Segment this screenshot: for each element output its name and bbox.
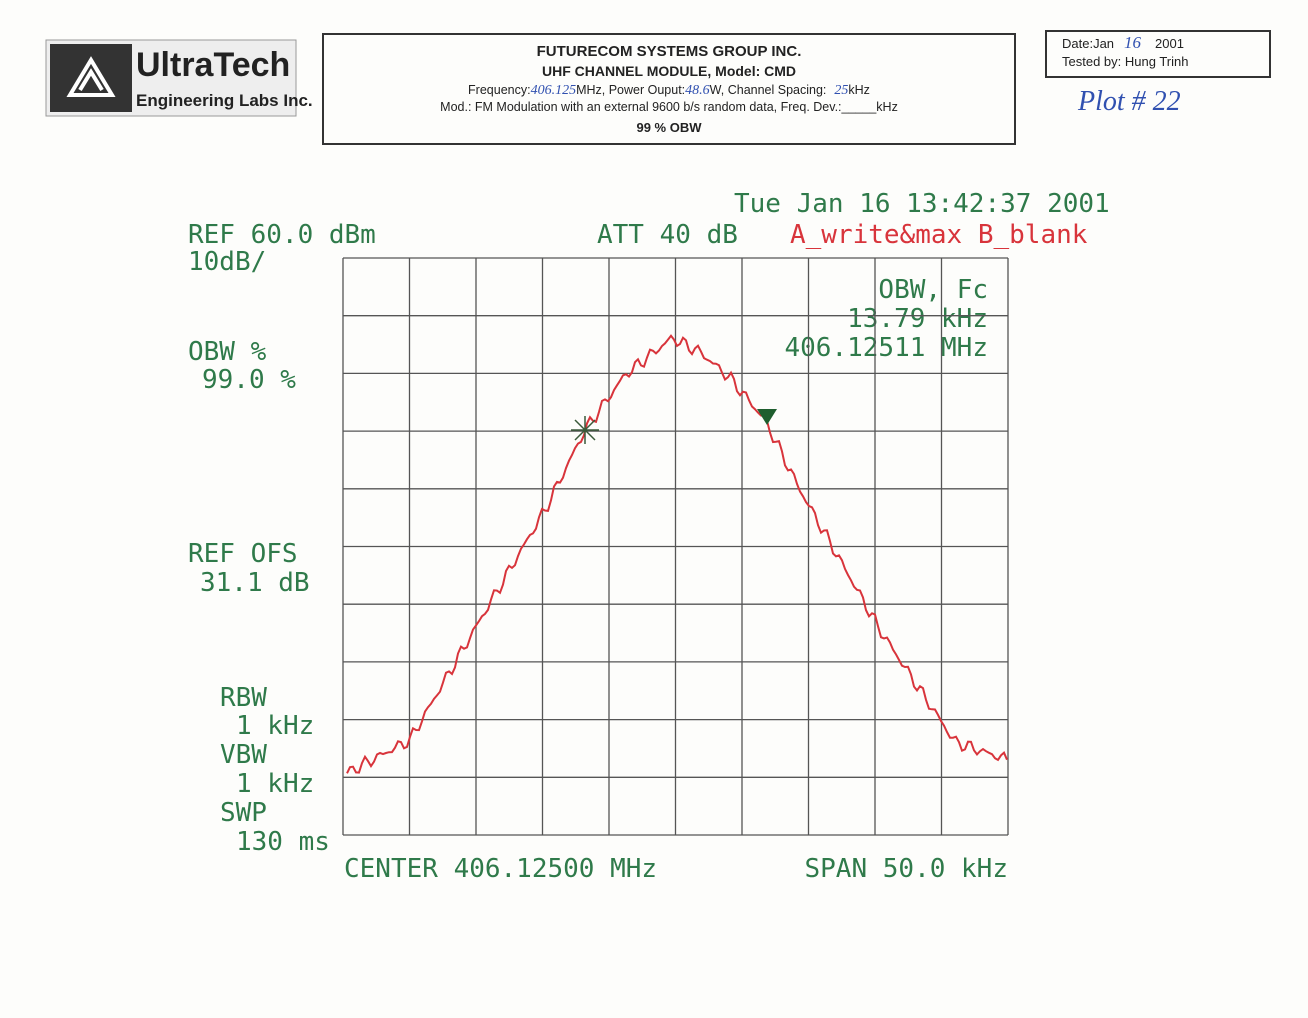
handwritten: 25 xyxy=(834,83,848,98)
text: 2001 xyxy=(1155,36,1184,51)
swp-label: SWP xyxy=(220,798,267,828)
date-box xyxy=(1045,30,1271,78)
vbw: 1 kHz xyxy=(236,769,314,799)
trace-mode: A_write&max B_blank xyxy=(790,220,1088,250)
company: FUTURECOM SYSTEMS GROUP INC. xyxy=(537,43,802,60)
text: kHz xyxy=(848,83,870,97)
logo: UltraTech Engineering Labs Inc. xyxy=(45,39,313,117)
timestamp: Tue Jan 16 13:42:37 2001 xyxy=(734,189,1110,219)
vbw-label: VBW xyxy=(220,740,267,770)
trace xyxy=(346,334,1008,774)
logo-subtitle: Engineering Labs Inc. xyxy=(136,91,313,110)
specs: Frequency:406.125MHz, Power Ouput:48.6W,… xyxy=(468,83,870,98)
text: Frequency: xyxy=(468,83,531,97)
center: CENTER 406.12500 MHz xyxy=(344,854,657,884)
attenuation: ATT 40 dB xyxy=(597,220,738,250)
marker-star xyxy=(571,416,599,444)
obw-pct-label: OBW % xyxy=(188,337,267,367)
text: Date:Jan xyxy=(1062,36,1114,51)
logo-name: UltraTech xyxy=(136,46,290,84)
ref-ofs-label: REF OFS xyxy=(188,539,298,569)
marker-triangle xyxy=(757,409,777,425)
product: UHF CHANNEL MODULE, Model: CMD xyxy=(542,63,796,79)
ref-ofs: 31.1 dB xyxy=(200,568,310,598)
rbw-label: RBW xyxy=(220,683,267,713)
plot-number: Plot # 22 xyxy=(1077,86,1181,117)
grid xyxy=(342,257,1009,836)
date: Date:Jan 16 2001 xyxy=(1062,33,1184,52)
text: W, Channel Spacing: xyxy=(710,83,827,97)
tested-by: Tested by: Hung Trinh xyxy=(1062,54,1188,69)
obw-pct: 99.0 % xyxy=(202,365,296,395)
header-box xyxy=(322,33,1016,145)
text: MHz, Power Ouput: xyxy=(576,83,685,97)
obw-value: 13.79 kHz xyxy=(847,304,988,334)
center-freq-measured: 406.12511 MHz xyxy=(785,333,989,363)
handwritten: 48.6 xyxy=(685,83,710,98)
obw-label: OBW, Fc xyxy=(878,275,988,305)
ref-level: REF 60.0 dBm xyxy=(188,220,376,250)
handwritten: 406.125 xyxy=(531,83,577,98)
test-name: 99 % OBW xyxy=(636,120,702,135)
logo-icon xyxy=(50,44,132,112)
scale: 10dB/ xyxy=(188,247,266,277)
rbw: 1 kHz xyxy=(236,711,314,741)
handwritten: 16 xyxy=(1124,33,1142,52)
modulation: Mod.: FM Modulation with an external 960… xyxy=(440,100,898,114)
span: SPAN 50.0 kHz xyxy=(805,854,1009,884)
swp: 130 ms xyxy=(236,827,330,857)
logo-mark xyxy=(66,56,116,97)
